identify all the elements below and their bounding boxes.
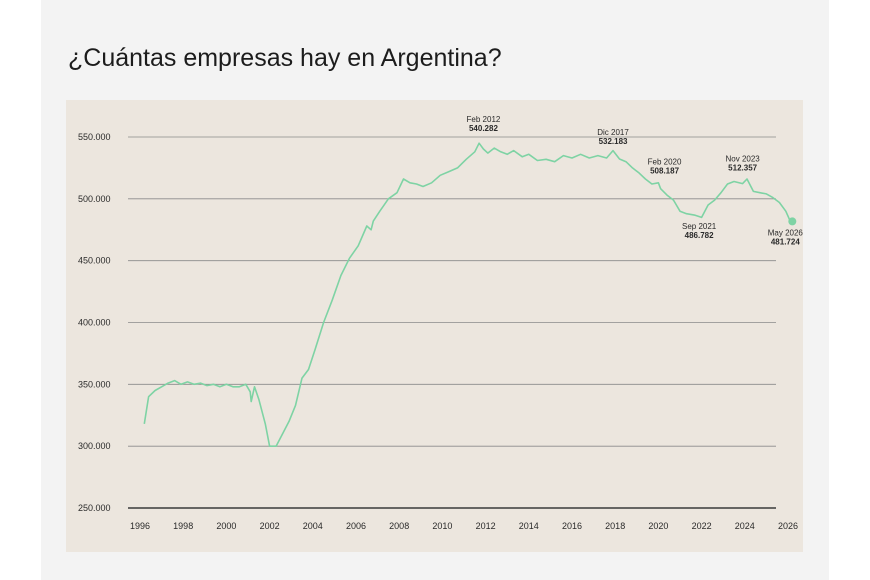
- x-tick-label: 2026: [778, 521, 798, 531]
- plot-panel: 250.000 300.000 350.000 400.000 450.000 500.0…: [66, 100, 803, 552]
- x-tick-label: 2002: [260, 521, 280, 531]
- x-tick-label: 2016: [562, 521, 582, 531]
- y-tick-label: 550.000: [78, 132, 111, 142]
- y-tick-label: 300.000: [78, 441, 111, 451]
- x-tick-label: 2014: [519, 521, 539, 531]
- annotation-date: May 2026: [768, 228, 803, 237]
- annotation-value: 532.183: [599, 137, 628, 146]
- series-line: [143, 142, 793, 448]
- page-title: ¿Cuántas empresas hay en Argentina?: [68, 43, 502, 72]
- annotation-value: 512.357: [728, 164, 757, 173]
- x-tick-label: 2010: [432, 521, 452, 531]
- annotation-date: Nov 2023: [726, 155, 761, 164]
- annotation-value: 486.782: [685, 231, 714, 240]
- line-chart: 250.000 300.000 350.000 400.000 450.000 500.0…: [78, 115, 803, 531]
- x-tick-label: 1998: [173, 521, 193, 531]
- y-tick-label: 350.000: [78, 379, 111, 389]
- annotation-date: Feb 2020: [648, 158, 682, 167]
- x-tick-label: 2006: [346, 521, 366, 531]
- annotation-value: 540.282: [469, 124, 498, 133]
- x-tick-label: 2020: [648, 521, 668, 531]
- y-tick-label: 400.000: [78, 318, 111, 328]
- x-tick-label: 2012: [476, 521, 496, 531]
- annotation-date: Dic 2017: [597, 128, 629, 137]
- x-tick-label: 2024: [735, 521, 755, 531]
- x-tick-label: 2018: [605, 521, 625, 531]
- x-tick-label: 2000: [216, 521, 236, 531]
- x-tick-label: 1996: [130, 521, 150, 531]
- y-tick-label: 450.000: [78, 256, 111, 266]
- x-tick-label: 2022: [692, 521, 712, 531]
- annotation-value: 508.187: [650, 167, 679, 176]
- annotation-date: Sep 2021: [682, 222, 717, 231]
- x-tick-label: 2004: [303, 521, 323, 531]
- x-tick-label: 2008: [389, 521, 409, 531]
- y-tick-label: 250.000: [78, 503, 111, 513]
- endpoint-marker: [788, 217, 797, 226]
- annotation-value: 481.724: [771, 237, 800, 246]
- annotation-date: Feb 2012: [467, 115, 501, 124]
- y-tick-label: 500.000: [78, 194, 111, 204]
